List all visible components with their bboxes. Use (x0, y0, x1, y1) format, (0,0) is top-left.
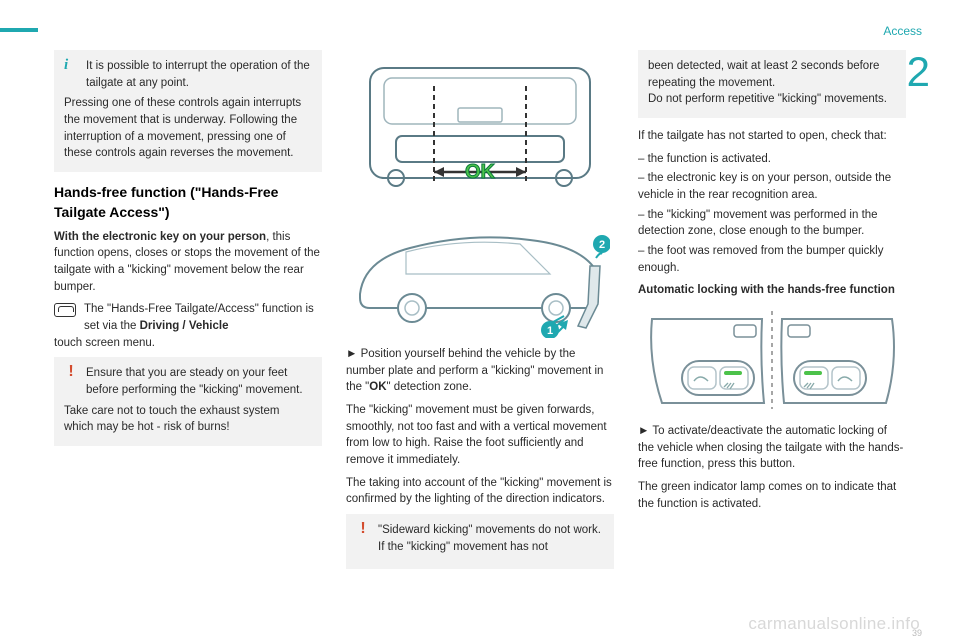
warn-cont-a: been detected, wait at least 2 seconds b… (648, 58, 896, 91)
check-item: the function is activated. (638, 151, 906, 168)
warn-steady-lead: Ensure that you are steady on your feet … (86, 365, 312, 398)
car-menu-note: The "Hands-Free Tailgate/Access" functio… (54, 301, 322, 334)
heading-autolock: Automatic locking with the hands-free fu… (638, 282, 906, 299)
info-callout: i It is possible to interrupt the operat… (54, 50, 322, 172)
car-menu-text: The "Hands-Free Tailgate/Access" functio… (84, 301, 322, 334)
paragraph-position: Position yourself behind the vehicle by … (346, 346, 614, 396)
column-3: been detected, wait at least 2 seconds b… (638, 50, 906, 620)
ok-label: OK (465, 161, 496, 183)
warn-callout-continued: been detected, wait at least 2 seconds b… (638, 50, 906, 118)
figure-tailgate-buttons (638, 305, 906, 415)
column-2: OK 2 (346, 50, 614, 620)
paragraph-kick: The "kicking" movement must be given for… (346, 402, 614, 469)
figure-kick-side: 2 1 (346, 208, 614, 338)
warning-icon: ! (356, 522, 370, 536)
check-item: the electronic key is on your person, ou… (638, 170, 906, 203)
figure-rear-ok: OK (346, 50, 614, 200)
withkey-bold: With the electronic key on your person (54, 231, 266, 243)
section-name: Access (883, 24, 922, 38)
chapter-number: 2 (907, 48, 930, 96)
check-item: the foot was removed from the bumper qui… (638, 243, 906, 276)
page-content: i It is possible to interrupt the operat… (54, 50, 906, 620)
top-accent-bar (0, 28, 38, 32)
warning-icon: ! (64, 365, 78, 379)
paragraph-confirm: The taking into account of the "kicking"… (346, 475, 614, 508)
car-note-b: Driving / Vehicle (140, 320, 229, 332)
heading-handsfree: Hands-free function ("Hands-Free Tailgat… (54, 182, 322, 223)
page-number: 39 (912, 628, 922, 638)
watermark: carmanualsonline.info (748, 614, 920, 634)
warn-steady-rest: Take care not to touch the exhaust syste… (64, 403, 312, 436)
paragraph-withkey: With the electronic key on your person, … (54, 229, 322, 296)
car-icon (54, 303, 76, 317)
check-item: the "kicking" movement was performed in … (638, 207, 906, 240)
svg-text:2: 2 (599, 239, 605, 251)
warn-cont-b: Do not perform repetitive "kicking" move… (648, 91, 896, 108)
paragraph-check-intro: If the tailgate has not started to open,… (638, 128, 906, 145)
warn-callout-steady: ! Ensure that you are steady on your fee… (54, 357, 322, 446)
pos-b: OK (369, 381, 386, 393)
paragraph-green-lamp: The green indicator lamp comes on to ind… (638, 479, 906, 512)
info-lead: It is possible to interrupt the operatio… (86, 58, 312, 91)
pos-c: " detection zone. (387, 381, 472, 393)
warn-callout-sideward: ! "Sideward kicking" movements do not wo… (346, 514, 614, 569)
warn-sideward-lead: "Sideward kicking" movements do not work… (378, 522, 604, 555)
info-icon: i (64, 58, 78, 72)
column-1: i It is possible to interrupt the operat… (54, 50, 322, 620)
svg-text:1: 1 (547, 325, 553, 337)
car-note-c: touch screen menu. (54, 335, 322, 352)
check-list: the function is activated. the electroni… (638, 151, 906, 277)
paragraph-activate: To activate/deactivate the automatic loc… (638, 423, 906, 473)
info-rest: Pressing one of these controls again int… (64, 95, 312, 162)
autolock-bold: Automatic locking with the hands-free fu… (638, 284, 895, 296)
